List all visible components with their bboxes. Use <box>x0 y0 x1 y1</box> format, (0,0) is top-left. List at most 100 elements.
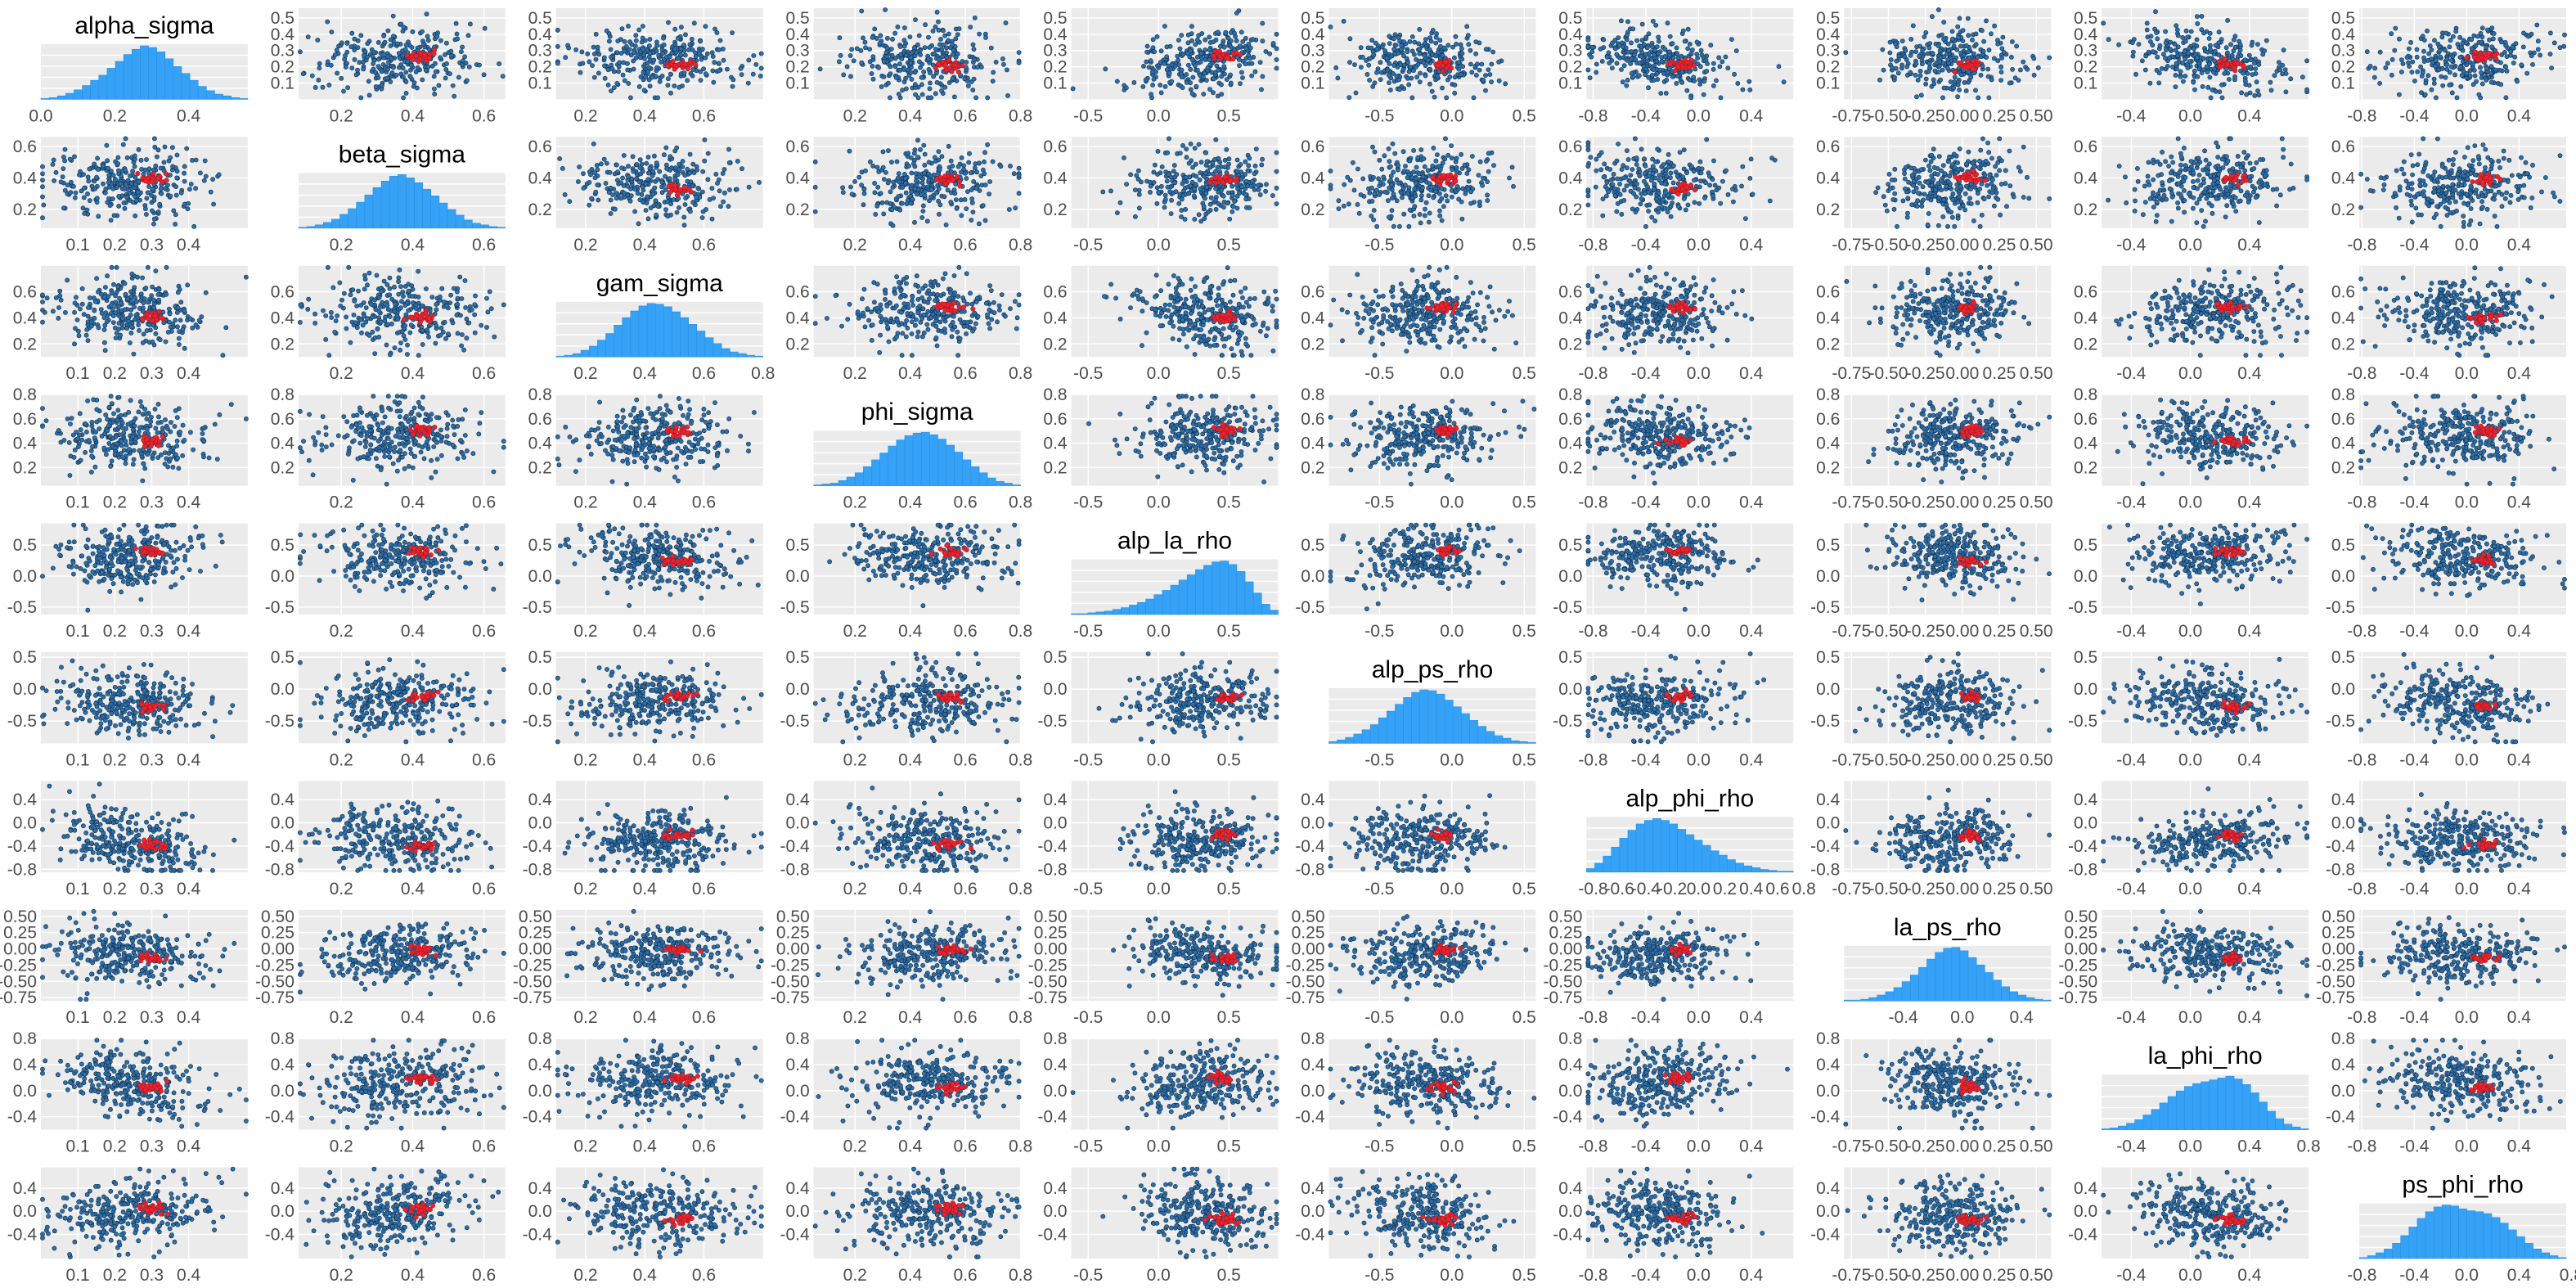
scatter-point <box>1653 22 1659 28</box>
y-tick-label: 0.1 <box>785 74 809 93</box>
scatter-point <box>1892 74 1897 80</box>
scatter-point <box>688 209 693 214</box>
scatter-point <box>1371 208 1377 213</box>
scatter-point <box>682 202 688 207</box>
scatter-point <box>614 196 619 201</box>
scatter-point <box>1656 34 1661 40</box>
scatter-point <box>1368 56 1373 61</box>
panel-beta_sigma-vs-gam_sigma: 0.20.40.60.2 0.4 0.6 <box>528 137 763 254</box>
scatter-point <box>1998 78 2003 83</box>
scatter-point <box>960 59 965 64</box>
scatter-point <box>464 78 470 83</box>
scatter-point <box>888 47 894 52</box>
scatter-point <box>1224 146 1230 152</box>
diagonal-title: beta_sigma <box>339 141 465 168</box>
scatter-point <box>1186 160 1192 166</box>
scatter-point <box>746 184 752 190</box>
scatter-point <box>928 173 934 179</box>
scatter-point <box>735 159 740 164</box>
histogram-bar <box>438 202 448 229</box>
scatter-point <box>859 169 865 175</box>
scatter-point <box>885 180 891 186</box>
scatter-point <box>1274 169 1279 174</box>
scatter-point <box>903 180 908 186</box>
scatter-point <box>40 164 45 169</box>
scatter-point <box>1151 180 1157 185</box>
scatter-point <box>861 35 865 41</box>
scatter-point <box>1133 214 1138 219</box>
scatter-point <box>2420 34 2425 39</box>
scatter-point <box>349 30 355 36</box>
scatter-point <box>1257 192 1263 197</box>
highlight-point <box>2483 56 2488 61</box>
scatter-point <box>694 195 699 200</box>
scatter-point <box>1428 38 1434 44</box>
scatter-point <box>2460 41 2466 46</box>
scatter-point <box>1716 55 1722 61</box>
scatter-point <box>922 45 928 51</box>
y-tick-label: 0.2 <box>1301 58 1324 77</box>
scatter-point <box>128 173 133 178</box>
scatter-point <box>187 187 192 192</box>
scatter-point <box>1377 192 1382 197</box>
scatter-point <box>587 59 592 65</box>
scatter-point <box>2195 20 2201 26</box>
scatter-point <box>2254 79 2259 85</box>
x-tick-label: 0.0 <box>1147 106 1171 125</box>
scatter-point <box>453 20 459 26</box>
scatter-point <box>971 76 977 82</box>
scatter-point <box>1373 40 1378 46</box>
scatter-point <box>913 17 918 22</box>
scatter-point <box>636 221 641 227</box>
scatter-point <box>1249 73 1255 79</box>
scatter-point <box>1466 178 1472 184</box>
scatter-point <box>1415 155 1421 160</box>
scatter-point <box>812 184 818 190</box>
highlight-point <box>431 51 437 56</box>
scatter-point <box>1438 167 1443 173</box>
scatter-point <box>82 210 88 216</box>
diagonal-title: alpha_sigma <box>74 12 214 39</box>
scatter-point <box>1402 182 1408 188</box>
scatter-point <box>964 206 969 211</box>
scatter-point <box>720 171 726 176</box>
scatter-point <box>1407 207 1413 213</box>
scatter-point <box>897 207 903 213</box>
scatter-point <box>444 61 449 66</box>
scatter-point <box>1414 180 1418 186</box>
scatter-point <box>2443 30 2449 36</box>
scatter-point <box>1711 83 1716 88</box>
scatter-point <box>1998 65 2003 70</box>
y-tick-label: 0.2 <box>1043 200 1067 219</box>
scatter-point <box>1397 38 1402 44</box>
scatter-point <box>1940 67 1945 73</box>
scatter-point <box>942 194 947 200</box>
scatter-point <box>40 215 45 221</box>
scatter-point <box>687 151 693 157</box>
scatter-point <box>903 52 909 58</box>
scatter-point <box>1621 63 1627 69</box>
scatter-point <box>592 170 597 175</box>
scatter-point <box>394 41 400 47</box>
x-tick-label: 0.3 <box>140 236 164 254</box>
scatter-point <box>1698 47 1704 53</box>
scatter-point <box>1382 153 1387 159</box>
highlight-point <box>681 185 687 191</box>
scatter-point <box>73 195 78 200</box>
scatter-point <box>591 74 597 80</box>
scatter-point <box>589 166 595 172</box>
scatter-point <box>936 19 941 25</box>
scatter-point <box>1418 197 1424 203</box>
scatter-point <box>1587 75 1593 80</box>
scatter-point <box>2187 59 2192 64</box>
scatter-point <box>1621 187 1627 193</box>
scatter-point <box>2439 74 2444 79</box>
scatter-point <box>1908 70 1913 75</box>
x-tick-label: -0.5 <box>1364 106 1394 125</box>
scatter-point <box>699 47 705 52</box>
scatter-point <box>1957 87 1962 92</box>
scatter-point <box>2192 87 2197 92</box>
scatter-point <box>562 191 568 197</box>
scatter-point <box>2183 56 2188 62</box>
scatter-point <box>2393 25 2398 31</box>
